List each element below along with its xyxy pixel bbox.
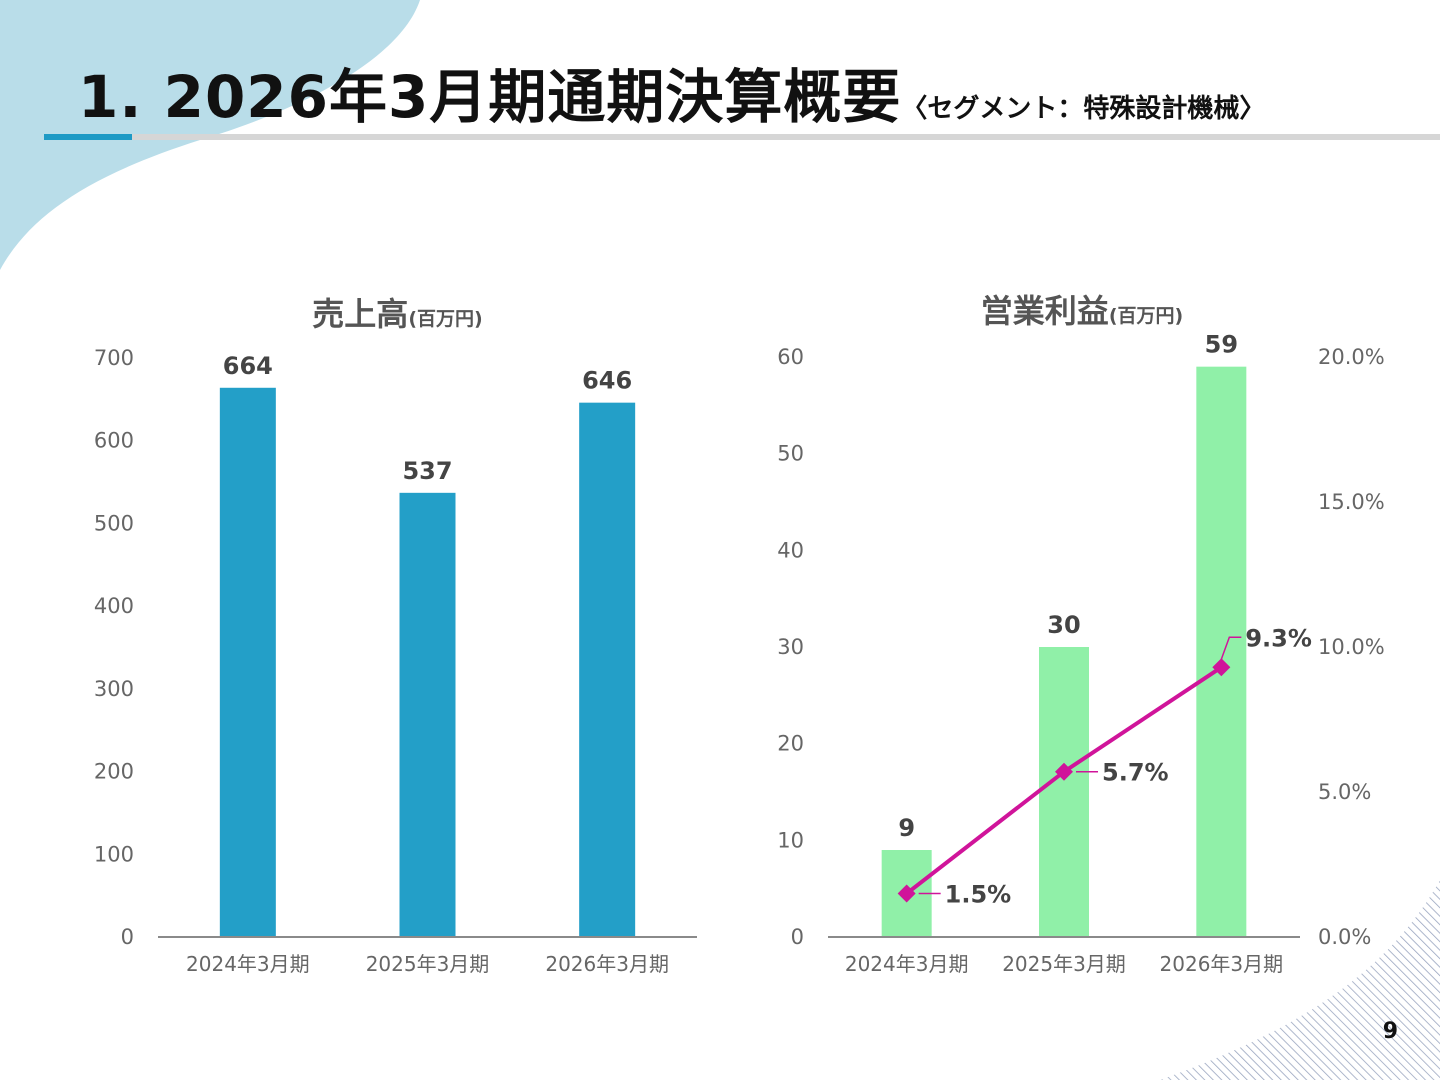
margin-point-marker — [1212, 658, 1231, 677]
sales-bar — [219, 387, 276, 938]
sales-data-label: 664 — [223, 352, 273, 380]
margin-y2-tick: 10.0% — [1318, 635, 1385, 659]
sales-data-label: 537 — [402, 457, 452, 485]
margin-y2-tick: 20.0% — [1318, 345, 1385, 369]
profit-bar — [1039, 647, 1089, 937]
title-underline-accent — [44, 134, 132, 140]
sales-y-tick: 0 — [121, 925, 134, 949]
sales-y-tick: 700 — [94, 346, 134, 370]
profit-data-label: 30 — [1047, 611, 1080, 639]
profit-category-label: 2024年3月期 — [845, 952, 969, 976]
margin-data-label: 1.5% — [945, 881, 1012, 909]
profit-y-tick: 0 — [791, 925, 804, 949]
page-title-main: 1. 2026年3月期通期決算概要 — [78, 63, 902, 131]
sales-y-tick: 500 — [94, 511, 134, 535]
profit-data-label: 9 — [898, 814, 915, 842]
page-title-subtitle: 〈セグメント：特殊設計機械〉 — [901, 94, 1266, 124]
margin-y2-tick: 0.0% — [1318, 925, 1371, 949]
profit-bar — [1196, 366, 1247, 938]
sales-y-tick: 600 — [94, 429, 134, 453]
profit-y-tick: 20 — [777, 732, 804, 756]
page-number: 9 — [1382, 1019, 1398, 1044]
profit-y-tick: 50 — [777, 442, 804, 466]
sales-chart-title: 売上高(百万円) — [312, 295, 482, 333]
margin-y2-tick: 5.0% — [1318, 780, 1371, 804]
sales-y-tick: 400 — [94, 594, 134, 618]
profit-category-label: 2025年3月期 — [1002, 952, 1126, 976]
sales-y-tick: 100 — [94, 842, 134, 866]
page-title: 1. 2026年3月期通期決算概要〈セグメント：特殊設計機械〉 — [78, 50, 1265, 134]
title-underline — [132, 134, 1440, 140]
margin-point-marker — [1055, 762, 1073, 781]
sales-y-tick: 300 — [94, 677, 134, 701]
profit-chart-title-unit: (百万円) — [1109, 305, 1183, 327]
profit-category-label: 2026年3月期 — [1160, 952, 1284, 976]
sales-chart-title-text: 売上高 — [312, 295, 408, 333]
sales-y-tick: 200 — [94, 760, 134, 784]
sales-category-label: 2026年3月期 — [545, 952, 669, 976]
profit-y-tick: 30 — [777, 635, 804, 659]
sales-chart-title-unit: (百万円) — [408, 308, 482, 330]
sales-category-label: 2025年3月期 — [366, 952, 490, 976]
profit-chart-title: 営業利益(百万円) — [981, 292, 1183, 330]
sales-bar — [579, 402, 636, 937]
margin-y2-tick: 15.0% — [1318, 490, 1385, 514]
profit-y-tick: 40 — [777, 538, 804, 562]
margin-point-marker — [897, 884, 916, 903]
profit-chart-title-text: 営業利益 — [981, 292, 1109, 330]
margin-label-leader — [1220, 636, 1242, 660]
sales-bar — [399, 492, 456, 937]
profit-data-label: 59 — [1205, 331, 1238, 359]
profit-y-tick: 10 — [777, 828, 804, 852]
margin-data-label: 9.3% — [1245, 624, 1312, 652]
sales-data-label: 646 — [582, 367, 632, 395]
sales-category-label: 2024年3月期 — [186, 952, 310, 976]
margin-data-label: 5.7% — [1102, 759, 1169, 787]
profit-y-tick: 60 — [777, 345, 804, 369]
